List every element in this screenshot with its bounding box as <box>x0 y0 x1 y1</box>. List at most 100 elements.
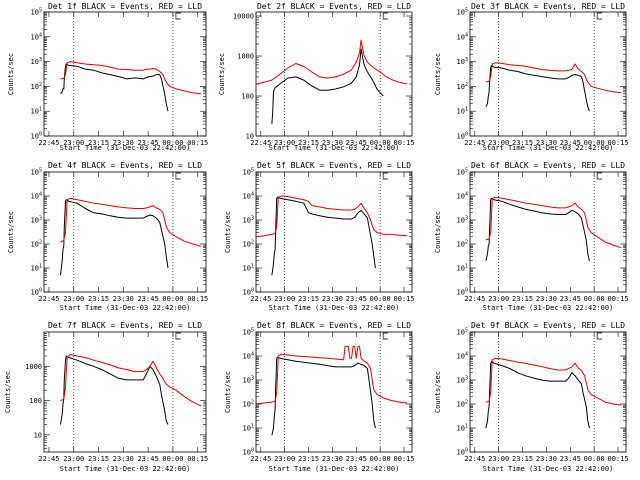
panel-5-xlabel: Start Time (31-Dec-03 22:42:00) <box>269 304 400 312</box>
panel-2: Det 2f BLACK = Events, RED = LLD Counts/… <box>218 2 415 152</box>
panel-3-xtick-label-3: 23:30 <box>536 139 557 147</box>
panel-6-xtick-label-5: 00:00 <box>584 295 605 303</box>
panel-5-ytick-label-2: 102 <box>243 240 254 249</box>
panel-9-xtick-label-3: 23:30 <box>536 455 557 463</box>
panel-4-ytick-label-5: 105 <box>31 168 42 177</box>
panel-6-xtick-label-0: 22:45 <box>464 295 485 303</box>
panel-5-xtick-label-1: 23:00 <box>274 295 295 303</box>
panel-2-ytick-label-1: 100 <box>241 93 254 101</box>
panel-7-ytick-label-1: 100 <box>29 397 42 405</box>
panel-2-series-lld <box>255 39 408 85</box>
panel-4-series-events <box>60 199 169 276</box>
panel-5-marker-bracket <box>382 172 389 180</box>
panel-7-ytick-label-0: 10 <box>34 431 42 439</box>
panel-4-xtick-label-1: 23:00 <box>63 295 84 303</box>
panel-6-ytick-label-0: 100 <box>457 288 468 297</box>
panel-8-xtick-label-3: 23:30 <box>322 455 343 463</box>
panel-2-xtick-label-0: 22:45 <box>250 139 271 147</box>
panel-2-frame <box>255 11 413 137</box>
panel-3-ytick-label-1: 101 <box>457 107 468 116</box>
panel-3-ytick-label-5: 105 <box>457 8 468 17</box>
panel-9-marker-bracket <box>596 332 603 340</box>
panel-9-ytick-label-0: 100 <box>457 448 468 457</box>
panel-5-xtick-label-4: 23:45 <box>346 295 367 303</box>
panel-3-ytick-label-0: 100 <box>457 132 468 141</box>
panel-3: Det 3f BLACK = Events, RED = LLD Counts/… <box>434 2 629 152</box>
panel-1-xtick-label-4: 23:45 <box>138 139 159 147</box>
panel-6-series-lld <box>485 196 622 249</box>
panel-9: Det 9f BLACK = Events, RED = LLD Counts/… <box>434 321 629 473</box>
panel-4-xtick-label-6: 00:15 <box>187 295 208 303</box>
panel-9-xtick-label-6: 00:15 <box>608 455 629 463</box>
panel-9-xtick-label-5: 00:00 <box>584 455 605 463</box>
panel-6-series-events <box>485 197 590 261</box>
panel-6-xtick-label-3: 23:30 <box>536 295 557 303</box>
panel-3-xtick-label-6: 00:15 <box>608 139 629 147</box>
panel-2-series-events <box>271 48 384 125</box>
panel-1-xlabel: Start Time (31-Dec-03 22:42:00) <box>60 144 191 152</box>
panel-5-series-events <box>271 196 376 276</box>
panel-4-ytick-label-1: 101 <box>31 264 42 273</box>
panel-8-ytick-label-0: 100 <box>243 448 254 457</box>
panel-9-ytick-label-2: 102 <box>457 400 468 409</box>
panel-2-marker-bracket <box>382 12 389 20</box>
panel-6-ytick-label-2: 102 <box>457 240 468 249</box>
panel-6-title: Det 6f BLACK = Events, RED = LLD <box>471 161 625 170</box>
panel-7-title: Det 7f BLACK = Events, RED = LLD <box>48 321 202 330</box>
panel-8-xtick-label-6: 00:15 <box>394 455 415 463</box>
panel-5-ylabel: Counts/sec <box>224 211 232 253</box>
panel-8-xlabel: Start Time (31-Dec-03 22:42:00) <box>269 465 400 473</box>
panel-8-ylabel: Counts/sec <box>224 371 232 413</box>
panel-4-ytick-label-3: 103 <box>31 216 42 225</box>
panel-9-series-lld <box>485 357 622 406</box>
panel-1-series-lld <box>60 61 202 95</box>
panel-3-xtick-label-4: 23:45 <box>560 139 581 147</box>
panel-8-xtick-label-0: 22:45 <box>250 455 271 463</box>
panel-7: Det 7f BLACK = Events, RED = LLD Counts/… <box>4 321 208 473</box>
panel-7-series-events <box>60 355 169 425</box>
panel-5-title: Det 5f BLACK = Events, RED = LLD <box>257 161 411 170</box>
panel-7-xtick-label-1: 23:00 <box>63 455 84 463</box>
panel-5-ytick-label-0: 100 <box>243 288 254 297</box>
panel-5-ytick-label-1: 101 <box>243 264 254 273</box>
panel-9-frame <box>469 331 627 453</box>
panel-6-xtick-label-6: 00:15 <box>608 295 629 303</box>
panel-1-ytick-label-3: 103 <box>31 57 42 66</box>
panel-1-ytick-label-0: 100 <box>31 132 42 141</box>
panel-5-xtick-label-0: 22:45 <box>250 295 271 303</box>
panel-9-ytick-label-1: 101 <box>457 424 468 433</box>
panel-6-ytick-label-1: 101 <box>457 264 468 273</box>
panel-2-xtick-label-4: 23:45 <box>346 139 367 147</box>
panel-6: Det 6f BLACK = Events, RED = LLD Counts/… <box>434 161 629 312</box>
panel-3-title: Det 3f BLACK = Events, RED = LLD <box>471 2 625 11</box>
panel-2-ytick-label-0: 10 <box>246 133 254 141</box>
panel-7-frame <box>43 331 207 453</box>
panel-7-xtick-label-0: 22:45 <box>38 455 59 463</box>
panel-1-frame <box>43 11 207 137</box>
panel-1-xtick-label-3: 23:30 <box>113 139 134 147</box>
panel-9-xtick-label-1: 23:00 <box>488 455 509 463</box>
panel-6-xlabel: Start Time (31-Dec-03 22:42:00) <box>483 304 614 312</box>
panel-7-ylabel: Counts/sec <box>4 371 12 413</box>
panel-5-ytick-label-5: 105 <box>243 168 254 177</box>
panel-8-ytick-label-1: 101 <box>243 424 254 433</box>
panel-7-xlabel: Start Time (31-Dec-03 22:42:00) <box>60 465 191 473</box>
panel-2-xlabel: Start Time (31-Dec-03 22:42:00) <box>269 144 400 152</box>
panel-4-ytick-label-2: 102 <box>31 240 42 249</box>
panel-7-xtick-label-6: 00:15 <box>187 455 208 463</box>
panel-8-ytick-label-3: 103 <box>243 376 254 385</box>
panel-4-xtick-label-3: 23:30 <box>113 295 134 303</box>
panel-9-ytick-label-5: 105 <box>457 328 468 337</box>
panel-3-xtick-label-5: 00:00 <box>584 139 605 147</box>
panel-9-ylabel: Counts/sec <box>434 371 442 413</box>
panel-8-series-events <box>271 356 376 436</box>
panel-8-marker-bracket <box>382 332 389 340</box>
panel-3-ytick-label-3: 103 <box>457 57 468 66</box>
panel-8-xtick-label-5: 00:00 <box>370 455 391 463</box>
panel-2-ytick-label-3: 10000 <box>233 13 254 21</box>
panel-1-ytick-label-2: 102 <box>31 82 42 91</box>
panel-7-xtick-label-4: 23:45 <box>138 455 159 463</box>
panel-4-ylabel: Counts/sec <box>7 211 15 253</box>
panel-4-xtick-label-2: 23:15 <box>88 295 109 303</box>
